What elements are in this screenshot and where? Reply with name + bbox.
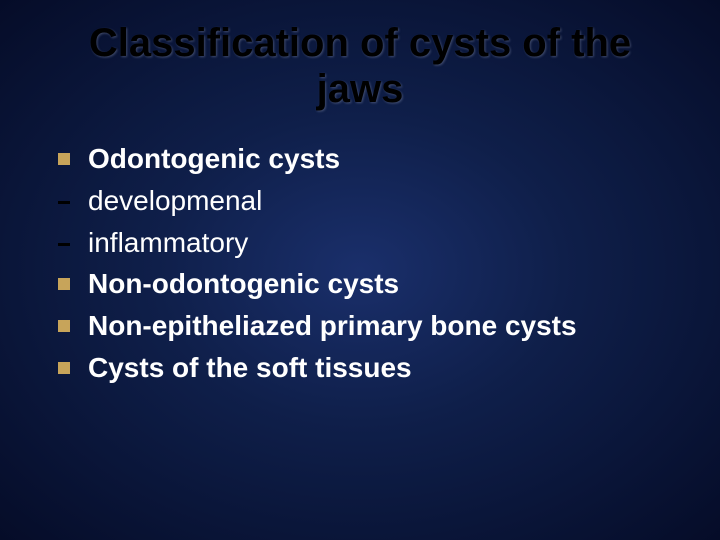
slide-body: Odontogenic cysts developmenal inflammat…: [0, 140, 720, 387]
item-text: Cysts of the soft tissues: [88, 349, 412, 387]
square-bullet-icon: [58, 320, 70, 332]
list-item: Non-odontogenic cysts: [58, 265, 720, 303]
item-text: developmenal: [88, 182, 262, 220]
square-bullet-icon: [58, 278, 70, 290]
item-text: Non-odontogenic cysts: [88, 265, 399, 303]
item-text: inflammatory: [88, 224, 248, 262]
list-item: developmenal: [58, 182, 720, 220]
dash-bullet-icon: [58, 243, 70, 246]
list-item: Non-epitheliazed primary bone cysts: [58, 307, 720, 345]
slide: { "title": "Classification of cysts of t…: [0, 0, 720, 540]
list-item: Odontogenic cysts: [58, 140, 720, 178]
item-text: Non-epitheliazed primary bone cysts: [88, 307, 577, 345]
list-item: inflammatory: [58, 224, 720, 262]
list-item: Cysts of the soft tissues: [58, 349, 720, 387]
dash-bullet-icon: [58, 201, 70, 204]
square-bullet-icon: [58, 153, 70, 165]
square-bullet-icon: [58, 362, 70, 374]
slide-title: Classification of cysts of the jaws: [40, 20, 680, 112]
item-text: Odontogenic cysts: [88, 140, 340, 178]
